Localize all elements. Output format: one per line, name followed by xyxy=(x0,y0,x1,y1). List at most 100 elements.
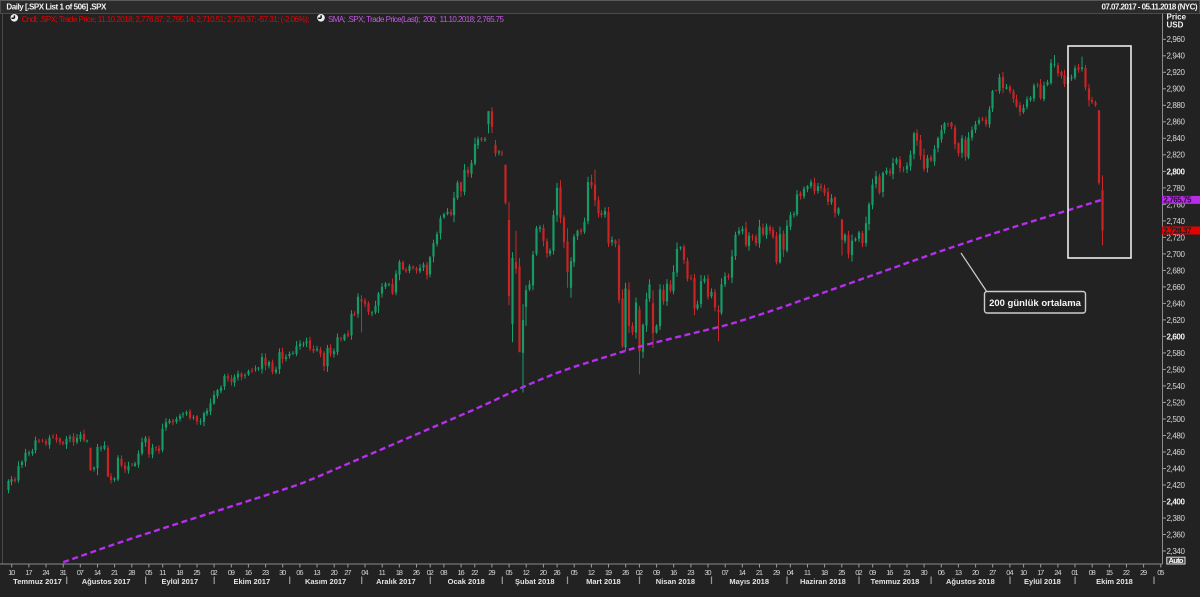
svg-text:09: 09 xyxy=(653,568,660,577)
svg-text:23: 23 xyxy=(262,568,269,577)
svg-text:2,960: 2,960 xyxy=(1167,35,1186,44)
svg-text:2,360: 2,360 xyxy=(1167,530,1186,539)
svg-text:02: 02 xyxy=(855,568,862,577)
svg-text:28: 28 xyxy=(128,568,135,577)
svg-text:08: 08 xyxy=(440,568,447,577)
svg-text:2,520: 2,520 xyxy=(1167,398,1186,407)
svg-text:06: 06 xyxy=(938,568,945,577)
svg-text:16: 16 xyxy=(670,568,677,577)
svg-text:2,540: 2,540 xyxy=(1167,382,1186,391)
svg-text:200 günlük ortalama: 200 günlük ortalama xyxy=(989,298,1082,309)
svg-text:16: 16 xyxy=(245,568,252,577)
svg-text:Daily [.SPX List 1 of 506] .SP: Daily [.SPX List 1 of 506] .SPX xyxy=(6,3,107,12)
svg-text:Şubat 2018: Şubat 2018 xyxy=(515,577,555,586)
svg-text:SMA; .SPX; Trade Price(Last);: SMA; .SPX; Trade Price(Last); 200; 11.10… xyxy=(328,15,505,24)
svg-text:10: 10 xyxy=(1020,568,1027,577)
svg-text:21: 21 xyxy=(111,568,118,577)
svg-text:16: 16 xyxy=(886,568,893,577)
svg-text:11: 11 xyxy=(379,568,386,577)
svg-text:2,680: 2,680 xyxy=(1167,266,1186,275)
svg-text:2,440: 2,440 xyxy=(1167,464,1186,473)
svg-text:Eylül 2017: Eylül 2017 xyxy=(161,577,198,586)
svg-text:13: 13 xyxy=(313,568,320,577)
svg-text:24: 24 xyxy=(42,568,49,577)
svg-text:Nisan 2018: Nisan 2018 xyxy=(656,577,695,586)
svg-text:12: 12 xyxy=(588,568,595,577)
svg-text:2,860: 2,860 xyxy=(1167,118,1186,127)
svg-text:18: 18 xyxy=(821,568,828,577)
svg-text:2,760: 2,760 xyxy=(1167,200,1186,209)
svg-text:08: 08 xyxy=(1089,568,1096,577)
svg-text:20: 20 xyxy=(972,568,979,577)
svg-text:01: 01 xyxy=(1071,568,1078,577)
svg-text:Haziran 2018: Haziran 2018 xyxy=(800,577,846,586)
svg-text:29: 29 xyxy=(773,568,780,577)
svg-text:2,560: 2,560 xyxy=(1167,365,1186,374)
svg-text:14: 14 xyxy=(94,568,101,577)
svg-text:20: 20 xyxy=(540,568,547,577)
svg-text:17: 17 xyxy=(25,568,32,577)
svg-text:02: 02 xyxy=(211,568,218,577)
svg-text:2,700: 2,700 xyxy=(1167,250,1186,259)
svg-text:2,340: 2,340 xyxy=(1167,547,1186,556)
svg-text:2,940: 2,940 xyxy=(1167,52,1186,61)
svg-text:Kasım 2017: Kasım 2017 xyxy=(305,577,346,586)
svg-text:2,620: 2,620 xyxy=(1167,316,1186,325)
svg-text:Ağustos 2018: Ağustos 2018 xyxy=(946,577,995,586)
svg-text:Eylül 2018: Eylül 2018 xyxy=(1024,577,1061,586)
svg-text:11: 11 xyxy=(804,568,811,577)
svg-text:Price: Price xyxy=(1167,13,1187,22)
svg-text:09: 09 xyxy=(869,568,876,577)
svg-text:Ekim 2017: Ekim 2017 xyxy=(233,577,270,586)
svg-text:2,480: 2,480 xyxy=(1167,431,1186,440)
svg-text:Temmuz 2018: Temmuz 2018 xyxy=(871,577,920,586)
svg-text:USD: USD xyxy=(1167,21,1184,30)
svg-text:06: 06 xyxy=(296,568,303,577)
svg-text:Ekim 2018: Ekim 2018 xyxy=(1096,577,1133,586)
svg-text:Auto: Auto xyxy=(1169,556,1184,565)
svg-text:2,728.37: 2,728.37 xyxy=(1164,226,1193,235)
svg-text:31: 31 xyxy=(60,568,67,577)
svg-text:2,840: 2,840 xyxy=(1167,134,1186,143)
svg-text:2,400: 2,400 xyxy=(1167,497,1186,506)
svg-text:2,580: 2,580 xyxy=(1167,349,1186,358)
svg-text:07: 07 xyxy=(77,568,84,577)
svg-text:Ağustos 2017: Ağustos 2017 xyxy=(82,577,131,586)
svg-text:26: 26 xyxy=(622,568,629,577)
svg-text:05: 05 xyxy=(1157,568,1164,577)
svg-text:22: 22 xyxy=(471,568,478,577)
svg-text:2,460: 2,460 xyxy=(1167,448,1186,457)
svg-text:2,800: 2,800 xyxy=(1167,167,1186,176)
svg-text:25: 25 xyxy=(838,568,845,577)
svg-text:11: 11 xyxy=(159,568,166,577)
svg-text:16: 16 xyxy=(458,568,465,577)
svg-text:22: 22 xyxy=(1123,568,1130,577)
svg-text:07.07.2017 - 05.11.2018 (NYC): 07.07.2017 - 05.11.2018 (NYC) xyxy=(1102,3,1198,12)
svg-text:09: 09 xyxy=(228,568,235,577)
svg-text:2,720: 2,720 xyxy=(1167,233,1186,242)
svg-text:27: 27 xyxy=(989,568,996,577)
svg-text:29: 29 xyxy=(1140,568,1147,577)
svg-text:2,500: 2,500 xyxy=(1167,415,1186,424)
svg-text:2,880: 2,880 xyxy=(1167,101,1186,110)
svg-text:2,765.75: 2,765.75 xyxy=(1164,196,1193,205)
svg-text:2,600: 2,600 xyxy=(1167,332,1186,341)
svg-text:20: 20 xyxy=(331,568,338,577)
svg-text:2,640: 2,640 xyxy=(1167,299,1186,308)
svg-text:2,920: 2,920 xyxy=(1167,68,1186,77)
svg-text:02: 02 xyxy=(636,568,643,577)
svg-text:23: 23 xyxy=(903,568,910,577)
svg-text:15: 15 xyxy=(1106,568,1113,577)
svg-text:Aralık 2017: Aralık 2017 xyxy=(376,577,416,586)
svg-text:19: 19 xyxy=(605,568,612,577)
svg-text:2,780: 2,780 xyxy=(1167,184,1186,193)
svg-text:24: 24 xyxy=(1054,568,1061,577)
svg-text:13: 13 xyxy=(955,568,962,577)
svg-text:2,740: 2,740 xyxy=(1167,217,1186,226)
svg-text:30: 30 xyxy=(921,568,928,577)
svg-text:26: 26 xyxy=(554,568,561,577)
svg-text:21: 21 xyxy=(756,568,763,577)
svg-text:05: 05 xyxy=(506,568,513,577)
svg-text:29: 29 xyxy=(488,568,495,577)
svg-text:18: 18 xyxy=(396,568,403,577)
